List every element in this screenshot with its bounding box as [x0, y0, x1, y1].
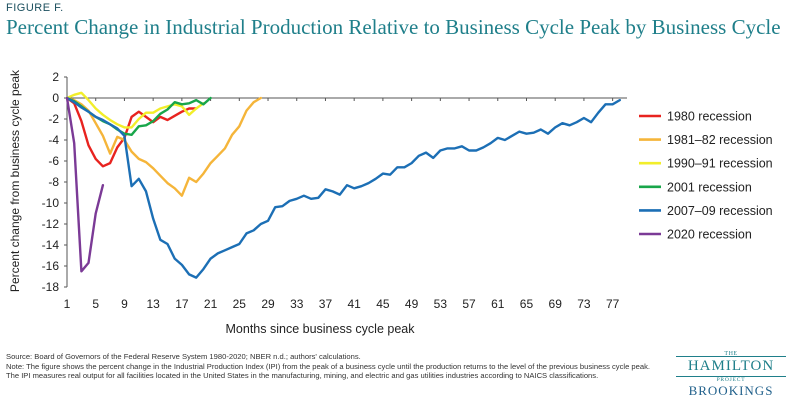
- legend-label: 2001 recession: [667, 180, 752, 194]
- legend-label: 1981–82 recession: [667, 133, 773, 147]
- x-tick-label: 41: [347, 297, 361, 311]
- x-tick-label: 57: [462, 297, 476, 311]
- legend-label: 2020 recession: [667, 228, 752, 242]
- series-line-6: [65, 96, 105, 273]
- x-tick-label: 21: [204, 297, 218, 311]
- y-tick-label: 2: [52, 70, 59, 84]
- x-tick-label: 61: [491, 297, 505, 311]
- legend-label: 1980 recession: [667, 110, 752, 124]
- series-line-2: [65, 96, 262, 197]
- x-tick-label: 37: [319, 297, 333, 311]
- hamilton-logo-project: PROJECT: [716, 377, 746, 383]
- methodology-note: Note: The figure shows the percent chang…: [6, 361, 651, 381]
- series-line-3: [65, 91, 205, 129]
- x-tick-label: 65: [520, 297, 534, 311]
- figure-label: FIGURE F.: [6, 2, 64, 14]
- chart-series: [65, 91, 621, 279]
- y-tick-label: -10: [42, 196, 60, 210]
- x-tick-label: 53: [434, 297, 448, 311]
- source-note: Source: Board of Governors of the Federa…: [6, 352, 361, 361]
- series-line-5: [65, 96, 621, 279]
- x-axis-label: Months since business cycle peak: [226, 322, 416, 336]
- y-axis-label: Percent change from business cycle peak: [8, 69, 22, 292]
- x-tick-label: 33: [290, 297, 304, 311]
- x-tick-label: 69: [549, 297, 563, 311]
- x-tick-label: 29: [261, 297, 275, 311]
- y-tick-label: 0: [52, 91, 59, 105]
- x-tick-label: 1: [64, 297, 71, 311]
- chart-footer: Source: Board of Governors of the Federa…: [6, 352, 654, 381]
- y-tick-label: -12: [42, 217, 60, 231]
- chart-legend: 1980 recession 1981–82 recession 1990–91 r…: [639, 110, 773, 242]
- y-tick-label: -16: [42, 259, 60, 273]
- x-tick-label: 73: [577, 297, 591, 311]
- chart-axes: 2 0 -2 -4 -6 -8 -10 -12 -14 -16 -18 1 5 9 13 17 21 25 29 33…: [42, 70, 627, 311]
- y-tick-label: -14: [42, 238, 60, 252]
- legend-label: 1990–91 recession: [667, 157, 773, 171]
- legend-label: 2007–09 recession: [667, 204, 773, 218]
- series-line-4: [65, 96, 212, 137]
- y-tick-label: -4: [48, 133, 59, 147]
- x-tick-label: 17: [175, 297, 189, 311]
- x-tick-label: 5: [92, 297, 99, 311]
- y-tick-label: -18: [42, 280, 60, 294]
- x-tick-label: 49: [405, 297, 419, 311]
- y-tick-label: -8: [48, 175, 59, 189]
- series-line-1: [65, 96, 198, 168]
- x-tick-label: 77: [606, 297, 620, 311]
- hamilton-logo-the: THE: [724, 351, 738, 357]
- line-chart: 2 0 -2 -4 -6 -8 -10 -12 -14 -16 -18 1 5 9 13 17 21 25 29 33…: [8, 69, 773, 336]
- chart-title: Percent Change in Industrial Production …: [6, 15, 781, 39]
- hamilton-project-logo: HAMILTON: [676, 356, 786, 377]
- x-tick-label: 9: [121, 297, 128, 311]
- x-tick-label: 45: [376, 297, 390, 311]
- y-tick-label: -2: [48, 112, 59, 126]
- x-tick-label: 25: [233, 297, 247, 311]
- brookings-logo: BROOKINGS: [688, 383, 774, 398]
- y-tick-label: -6: [48, 154, 59, 168]
- x-tick-label: 13: [146, 297, 160, 311]
